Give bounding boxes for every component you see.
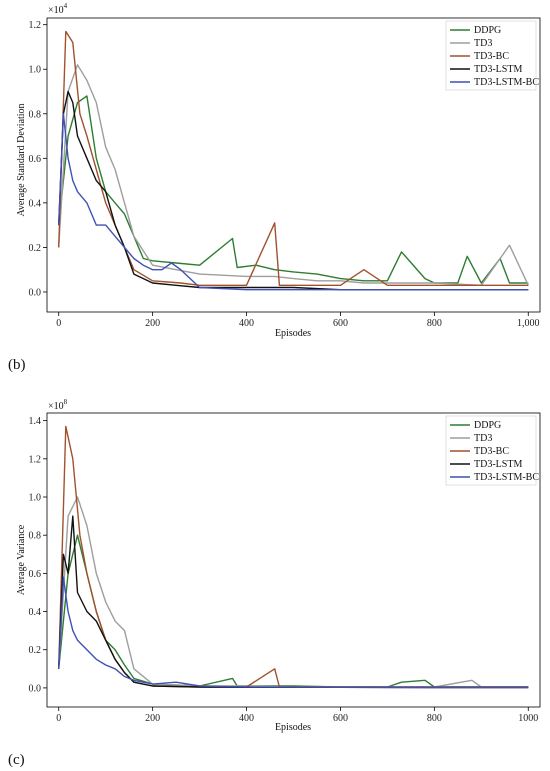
- series-line-td3-lstm: [58, 515, 529, 689]
- y-tick-label: 0.2: [29, 243, 42, 254]
- legend-label-td3-bc: TD3-BC: [474, 446, 509, 457]
- series-group: [58, 30, 529, 291]
- x-tick-label: 800: [427, 318, 442, 329]
- y-tick-label: 0.0: [29, 683, 42, 694]
- x-tick-label: 400: [239, 318, 254, 329]
- legend-label-td3: TD3: [474, 433, 492, 444]
- y-multiplier: ×108: [48, 398, 68, 412]
- y-tick-label: 1.0: [29, 493, 42, 504]
- x-tick-label: 200: [145, 318, 160, 329]
- legend: DDPG TD3 TD3-BC TD3-LSTM TD3-LSTM-BC: [445, 20, 539, 91]
- x-tick-label: 0: [56, 318, 61, 329]
- x-axis-label: Episodes: [275, 722, 311, 733]
- series-line-ddpg: [58, 534, 529, 688]
- legend-label-ddpg: DDPG: [474, 25, 501, 36]
- y-tick-label: 1.2: [29, 454, 42, 465]
- y-tick-label: 0.2: [29, 645, 42, 656]
- x-tick-label: 1000: [518, 713, 538, 724]
- x-tick-label: 0: [56, 713, 61, 724]
- y-tick-label: 1.4: [29, 416, 42, 427]
- y-tick-label: 1.0: [29, 65, 42, 76]
- legend-label-td3-bc: TD3-BC: [474, 51, 509, 62]
- x-tick-label: 600: [333, 318, 348, 329]
- x-axis-label: Episodes: [275, 328, 311, 339]
- x-tick-label: 200: [145, 713, 160, 724]
- series-line-td3-bc: [58, 30, 529, 286]
- y-tick-label: 0.8: [29, 531, 42, 542]
- chart-panel-c: 0 200 400 600 800 1000 0.0 0.2 0.4 0.6 0.8 1.0 1.2 1.…: [8, 398, 541, 768]
- series-line-td3-lstm-bc: [58, 576, 529, 689]
- y-tick-label: 0.6: [29, 154, 42, 165]
- y-axis-label: Average Variance: [16, 524, 27, 595]
- series-line-td3-lstm: [58, 90, 529, 291]
- x-tick-label: 800: [427, 713, 442, 724]
- x-tick-label: 600: [333, 713, 348, 724]
- x-tick-label: 1,000: [517, 318, 540, 329]
- legend-label-ddpg: DDPG: [474, 420, 501, 431]
- chart-panel-b: 0 200 400 600 800 1,0000.00.20.40.60.81.01.2 …: [8, 2, 541, 373]
- series-group: [58, 425, 529, 689]
- panel-label-c: (c): [8, 752, 25, 768]
- y-tick-label: 1.2: [29, 20, 42, 31]
- plot-frame: [46, 412, 541, 708]
- series-line-ddpg: [58, 95, 529, 284]
- legend-label-td3-lstm-bc: TD3-LSTM-BC: [474, 472, 539, 483]
- y-tick-label: 0.8: [29, 109, 42, 120]
- y-axis-label: Average Standard Deviation: [16, 103, 27, 216]
- series-line-td3-lstm-bc: [58, 113, 529, 291]
- legend-label-td3: TD3: [474, 38, 492, 49]
- series-line-td3: [58, 64, 529, 286]
- panel-label-b: (b): [8, 357, 26, 373]
- y-multiplier: ×104: [48, 2, 68, 16]
- y-tick-label: 0.4: [29, 607, 42, 618]
- y-tick-label: 0.0: [29, 287, 42, 298]
- legend: DDPG TD3 TD3-BC TD3-LSTM TD3-LSTM-BC: [445, 415, 539, 486]
- x-tick-label: 400: [239, 713, 254, 724]
- legend-label-td3-lstm: TD3-LSTM: [474, 64, 522, 75]
- y-tick-label: 0.4: [29, 198, 42, 209]
- series-line-td3: [58, 496, 529, 688]
- y-tick-label: 0.6: [29, 569, 42, 580]
- plot-frame: [46, 17, 541, 313]
- legend-label-td3-lstm-bc: TD3-LSTM-BC: [474, 77, 539, 88]
- legend-label-td3-lstm: TD3-LSTM: [474, 459, 522, 470]
- tick-group: 0 200 400 600 800 1,000 0.0 0.2 0.4 0.6 0.8 1.0 1.2: [29, 20, 540, 329]
- tick-group: 0 200 400 600 800 1000 0.0 0.2 0.4 0.6 0.8 1.0 1.2 1.…: [29, 416, 539, 724]
